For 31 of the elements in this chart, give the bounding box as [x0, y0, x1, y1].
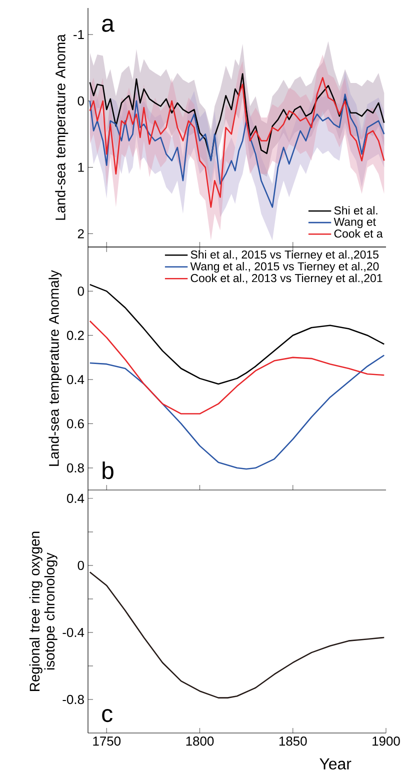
y-tick-label: -0.4 [62, 628, 84, 638]
y-tick-label: 0.6 [66, 419, 84, 428]
y-axis-title: Land-sea temperature Anoma [55, 34, 68, 220]
line-series [89, 571, 385, 698]
annotation: b [102, 462, 114, 480]
y-tick-label: 0 [78, 560, 84, 570]
y-tick-label: 0.4 [66, 374, 84, 384]
y-tick-label: 0.2 [66, 330, 84, 340]
x-tick-label: 1800 [186, 736, 214, 746]
y-tick-label: 2 [78, 229, 84, 238]
annotation: a [102, 18, 114, 32]
y-tick-label: 0 [78, 96, 84, 106]
y-tick-label: 1 [78, 162, 84, 172]
legend-label: Wang et [334, 218, 376, 228]
legend-label: Shi et al., 2015 vs Tierney et al.,2015 [190, 250, 378, 261]
legend-label: Shi et al. [334, 206, 378, 214]
legend-label: Cook et a [334, 229, 383, 238]
y-tick-label: 0.4 [66, 494, 84, 503]
legend-label: Cook et al., 2013 vs Tierney et al.,201 [190, 274, 382, 284]
y-tick-label: 0.8 [66, 463, 84, 472]
legend-label: Wang et al., 2015 vs Tierney et al.,20 [190, 262, 379, 273]
annotation: c [102, 708, 112, 722]
y-axis-title: Regional tree ring oxygen isotope chronology [29, 532, 58, 691]
x-tick-label: 1900 [372, 736, 400, 746]
y-axis-title: Land-sea temperature Anomaly [48, 270, 62, 466]
y-tick-label: -0.8 [62, 694, 84, 704]
x-axis-title: Year [320, 758, 352, 770]
y-tick-label: 0 [78, 286, 84, 296]
y-tick-label: -1 [74, 30, 84, 40]
x-tick-label: 1850 [279, 736, 307, 746]
x-tick-label: 1750 [93, 736, 121, 746]
